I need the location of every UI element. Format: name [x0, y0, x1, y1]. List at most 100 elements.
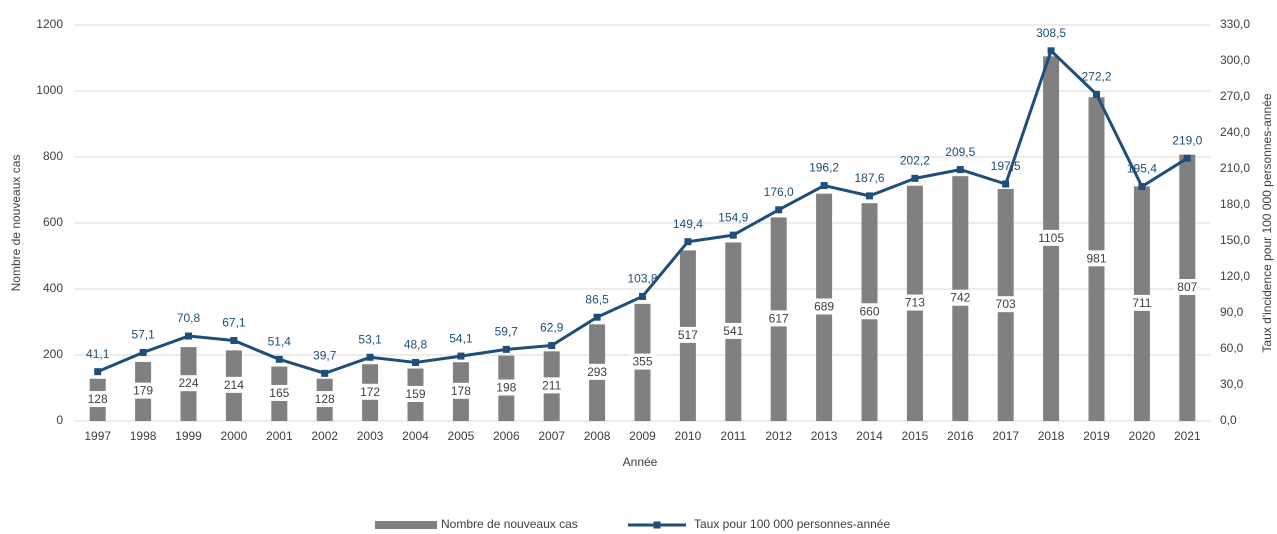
x-tick-label: 2004	[402, 429, 429, 443]
line-value-label: 154,9	[718, 210, 748, 224]
line-value-label: 272,2	[1081, 70, 1111, 84]
bar-value-label: 179	[133, 384, 153, 398]
x-tick-label: 2003	[357, 429, 384, 443]
line-marker	[684, 238, 692, 246]
x-tick-label: 2001	[266, 429, 293, 443]
label-background	[447, 382, 475, 399]
bar-value-label: 807	[1177, 280, 1197, 294]
y2-tick-label: 180,0	[1220, 197, 1250, 211]
y-tick-label: 600	[43, 215, 63, 229]
line-marker	[94, 368, 102, 376]
line-marker	[275, 355, 283, 363]
line-value-label: 202,2	[900, 154, 930, 168]
bar-value-label: 1105	[1038, 231, 1064, 245]
x-tick-label: 2019	[1083, 429, 1110, 443]
line-marker	[366, 353, 374, 361]
label-background	[357, 383, 384, 400]
x-tick-label: 1999	[175, 429, 202, 443]
bar-value-label: 617	[769, 311, 789, 325]
bar-value-label: 711	[1132, 296, 1151, 310]
legend-swatch	[375, 521, 437, 529]
line-value-label: 48,8	[404, 338, 428, 352]
label-background	[84, 391, 112, 408]
line-marker	[911, 174, 919, 182]
label-background	[130, 382, 157, 399]
bar-value-label: 293	[587, 365, 607, 379]
x-tick-label: 2007	[538, 429, 565, 443]
bar-value-label: 211	[542, 378, 561, 392]
line-value-label: 187,6	[854, 171, 884, 185]
line-value-label: 70,8	[177, 311, 201, 325]
y-axis-title: Nombre de nouveaux cas	[9, 155, 23, 292]
x-tick-label: 2002	[311, 429, 338, 443]
legend-label: Taux pour 100 000 personnes-année	[694, 517, 890, 531]
bar-value-label: 355	[632, 355, 652, 369]
label-background	[220, 376, 248, 393]
line-marker	[775, 206, 783, 214]
line-value-label: 219,0	[1172, 133, 1202, 147]
label-background	[402, 385, 429, 402]
bar-value-label: 981	[1086, 251, 1106, 265]
bar-value-label: 128	[315, 392, 335, 406]
y2-tick-label: 120,0	[1220, 269, 1250, 283]
y-tick-label: 200	[43, 347, 63, 361]
label-background	[266, 384, 293, 401]
line-value-label: 57,1	[131, 328, 155, 342]
line-value-label: 51,4	[268, 334, 292, 348]
line-marker	[412, 358, 419, 366]
line-marker	[1138, 183, 1146, 191]
bar-value-label: 165	[269, 386, 289, 400]
line-marker	[502, 345, 510, 353]
y2-tick-label: 0,0	[1220, 413, 1237, 427]
bar-value-label: 703	[996, 297, 1016, 311]
bar-value-label: 660	[859, 304, 879, 318]
bar-value-label: 224	[178, 376, 198, 390]
y-tick-label: 1200	[36, 17, 63, 31]
line-marker	[139, 348, 147, 356]
line-marker	[639, 292, 646, 300]
bar-value-label: 128	[88, 392, 108, 406]
line-value-label: 53,1	[358, 332, 382, 346]
line-value-label: 197,5	[991, 159, 1021, 173]
bar-value-label: 517	[678, 328, 698, 342]
line-value-label: 209,5	[945, 145, 975, 159]
y-tick-label: 1000	[36, 83, 63, 97]
label-background	[992, 296, 1020, 313]
bar-value-label: 214	[224, 378, 244, 392]
label-background	[311, 391, 339, 408]
line-marker	[548, 342, 556, 350]
label-background	[493, 379, 520, 396]
y2-tick-label: 240,0	[1220, 125, 1250, 139]
label-background	[629, 353, 656, 370]
line-value-label: 41,1	[86, 347, 110, 361]
y2-tick-label: 90,0	[1220, 305, 1244, 319]
bar-value-label: 713	[905, 296, 925, 310]
label-background	[1174, 279, 1201, 296]
x-tick-label: 2011	[720, 429, 746, 443]
line-value-label: 67,1	[222, 316, 246, 330]
line-value-label: 39,7	[313, 349, 337, 363]
line-value-label: 54,1	[449, 331, 473, 345]
y2-tick-label: 300,0	[1220, 53, 1250, 67]
x-tick-label: 2006	[493, 429, 520, 443]
y2-tick-label: 30,0	[1220, 377, 1244, 391]
legend-label: Nombre de nouveaux cas	[441, 517, 578, 531]
x-tick-label: 2000	[221, 429, 248, 443]
line-value-label: 195,4	[1127, 162, 1157, 176]
line-value-label: 62,9	[540, 321, 564, 335]
y2-tick-label: 60,0	[1220, 341, 1244, 355]
line-marker	[820, 182, 828, 190]
x-tick-label: 2009	[629, 429, 656, 443]
label-background	[720, 322, 747, 339]
label-background	[765, 310, 793, 327]
y-tick-label: 400	[43, 281, 63, 295]
line-value-label: 59,7	[495, 325, 519, 339]
x-tick-label: 2012	[765, 429, 792, 443]
y2-tick-label: 150,0	[1220, 233, 1250, 247]
label-background	[947, 289, 974, 306]
bar-value-label: 742	[950, 291, 970, 305]
label-background	[1035, 229, 1068, 246]
x-tick-label: 2021	[1174, 429, 1201, 443]
y2-axis-title: Taux d'incidence pour 100 000 personnes-…	[1260, 93, 1274, 352]
